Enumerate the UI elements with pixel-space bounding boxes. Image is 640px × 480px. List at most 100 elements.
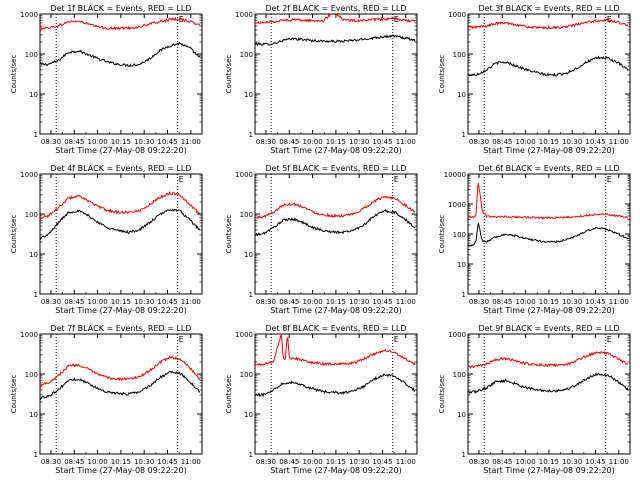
x-tick-label: 10:00: [88, 298, 108, 306]
y-axis-label: Counts/sec: [10, 55, 18, 94]
y-tick-label: 100: [25, 51, 38, 59]
y-tick-label: 10: [29, 411, 38, 419]
y-axis-label: Counts/sec: [225, 375, 233, 414]
y-axis-label: Counts/sec: [10, 375, 18, 414]
x-tick-label: 10:15: [539, 298, 559, 306]
events-series-line: [40, 41, 201, 68]
y-tick-label: 100: [240, 371, 253, 379]
y-axis-label: Counts/sec: [10, 215, 18, 254]
y-tick-label: 100: [453, 51, 466, 59]
y-tick-label: 1000: [448, 201, 466, 209]
lld-series-line: [468, 183, 629, 220]
x-tick-label: 10:15: [326, 458, 346, 466]
y-tick-label: 1: [34, 291, 38, 299]
x-tick-label: 08:30: [256, 298, 276, 306]
x-tick-label: 10:45: [372, 458, 392, 466]
x-tick-label: 10:45: [157, 458, 177, 466]
marker-flag: E: [179, 15, 184, 24]
x-tick-label: 08:30: [256, 458, 276, 466]
x-tick-label: 10:15: [111, 458, 131, 466]
marker-flag: E: [607, 175, 612, 184]
panel-title: Det 2f BLACK = Events, RED = LLD: [265, 4, 406, 13]
x-tick-label: 08:30: [256, 138, 276, 146]
x-tick-label: 10:45: [372, 298, 392, 306]
panel-title: Det 7f BLACK = Events, RED = LLD: [50, 324, 191, 333]
x-tick-label: 11:00: [181, 298, 201, 306]
x-tick-label: 11:00: [609, 298, 629, 306]
x-tick-label: 08:30: [469, 458, 489, 466]
x-tick-label: 10:30: [349, 458, 369, 466]
panel-det-4: 1 10 100 1000 08:30 08:45 10:00 10:15 10:30 10:45…: [10, 164, 203, 315]
y-tick-label: 100: [240, 211, 253, 219]
y-tick-label: 10: [457, 261, 466, 269]
x-tick-label: 10:15: [111, 298, 131, 306]
x-tick-label: 11:00: [609, 458, 629, 466]
y-tick-label: 10: [244, 91, 253, 99]
events-series-line: [255, 209, 416, 237]
y-tick-label: 10000: [444, 171, 466, 179]
y-tick-label: 100: [453, 231, 466, 239]
x-tick-label: 10:45: [585, 138, 605, 146]
panel-det-6: 1 10 100 1000 10000 08:30 08:45 10:00 10:15 10:30…: [438, 164, 631, 315]
x-tick-label: 11:00: [396, 458, 416, 466]
lld-series-line: [255, 195, 416, 220]
x-tick-label: 08:45: [492, 138, 512, 146]
lld-series-line: [255, 14, 416, 25]
x-tick-label: 10:00: [516, 138, 536, 146]
panel-det-3: 1 10 100 1000 08:30 08:45 10:00 10:15 10:30 10:45…: [438, 4, 631, 155]
panel-title: Det 8f BLACK = Events, RED = LLD: [265, 324, 406, 333]
marker-flag: E: [179, 335, 184, 344]
x-tick-label: 10:45: [585, 458, 605, 466]
y-tick-label: 100: [240, 51, 253, 59]
x-tick-label: 08:30: [469, 138, 489, 146]
x-tick-label: 10:15: [539, 138, 559, 146]
x-tick-label: 08:30: [41, 138, 61, 146]
events-series-line: [40, 370, 201, 400]
y-tick-label: 1000: [235, 331, 253, 339]
y-tick-label: 1: [34, 451, 38, 459]
events-series-line: [468, 222, 629, 247]
y-tick-label: 1: [462, 451, 466, 459]
y-tick-label: 10: [457, 91, 466, 99]
lld-series-line: [468, 350, 629, 369]
y-tick-label: 1: [249, 291, 253, 299]
x-tick-label: 11:00: [609, 138, 629, 146]
lld-series-line: [40, 355, 201, 386]
x-tick-label: 11:00: [181, 138, 201, 146]
events-series-line: [468, 372, 629, 395]
y-tick-label: 1000: [20, 11, 38, 19]
panel-det-5: 1 10 100 1000 08:30 08:45 10:00 10:15 10:30 10:45…: [225, 164, 418, 315]
x-tick-label: 08:30: [41, 298, 61, 306]
y-tick-label: 10: [244, 251, 253, 259]
x-tick-label: 08:45: [279, 458, 299, 466]
x-axis-label: Start Time (27-May-08 09:22:20): [55, 466, 186, 475]
x-tick-label: 10:45: [585, 298, 605, 306]
y-tick-label: 1: [249, 451, 253, 459]
y-tick-label: 1: [34, 131, 38, 139]
lld-series-line: [468, 17, 629, 31]
x-tick-label: 10:15: [326, 298, 346, 306]
x-tick-label: 08:30: [469, 298, 489, 306]
x-tick-label: 08:45: [492, 298, 512, 306]
y-tick-label: 1000: [20, 171, 38, 179]
x-tick-label: 10:45: [157, 298, 177, 306]
x-tick-label: 10:00: [88, 458, 108, 466]
events-series-line: [255, 34, 416, 46]
panel-title: Det 5f BLACK = Events, RED = LLD: [265, 164, 406, 173]
y-tick-label: 10: [457, 411, 466, 419]
x-tick-label: 10:00: [303, 458, 323, 466]
y-tick-label: 1: [462, 131, 466, 139]
x-tick-label: 08:45: [492, 458, 512, 466]
y-axis-label: Counts/sec: [438, 55, 446, 94]
x-tick-label: 11:00: [396, 138, 416, 146]
events-series-line: [40, 208, 201, 240]
y-tick-label: 100: [25, 371, 38, 379]
panel-title: Det 9f BLACK = Events, RED = LLD: [478, 324, 619, 333]
x-tick-label: 10:00: [303, 138, 323, 146]
x-axis-label: Start Time (27-May-08 09:22:20): [483, 306, 614, 315]
x-tick-label: 08:45: [64, 138, 84, 146]
x-tick-label: 10:30: [562, 138, 582, 146]
lld-series-line: [40, 190, 200, 220]
x-axis-label: Start Time (27-May-08 09:22:20): [55, 146, 186, 155]
x-tick-label: 08:45: [64, 298, 84, 306]
